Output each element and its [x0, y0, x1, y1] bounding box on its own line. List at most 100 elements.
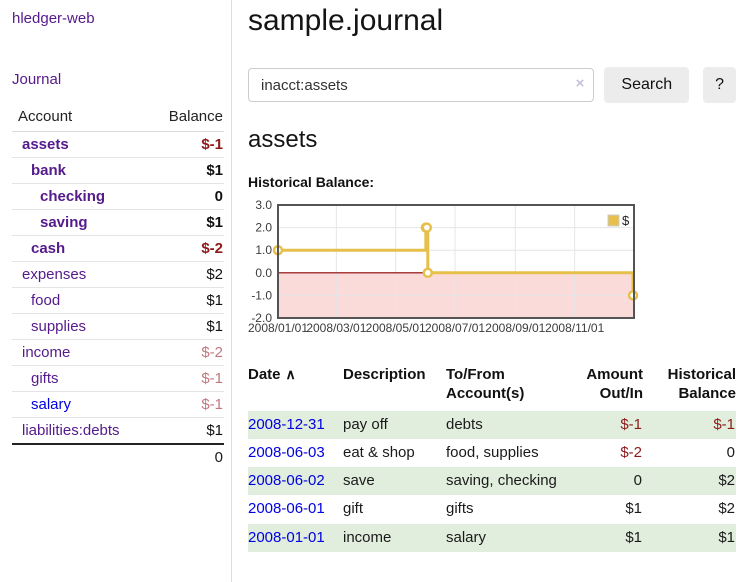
sidebar-account-link[interactable]: saving — [40, 214, 88, 231]
page-title: sample.journal — [248, 4, 444, 37]
transaction-row: 2008-06-02 save saving, checking 0 $2 — [248, 467, 736, 496]
account-balance: $1 — [147, 417, 224, 445]
column-header-accounts: To/From Account(s) — [446, 366, 525, 402]
txn-balance: $2 — [718, 500, 735, 518]
accounts-total-row: 0 — [12, 443, 224, 470]
svg-text:2008/09/01: 2008/09/01 — [485, 321, 545, 335]
txn-description: eat & shop — [343, 443, 415, 461]
txn-accounts: salary — [446, 528, 487, 546]
account-balance: $2 — [147, 261, 224, 288]
sidebar-account-link[interactable]: checking — [40, 188, 106, 205]
txn-accounts: food, supplies — [446, 443, 539, 461]
sidebar-item-journal[interactable]: Journal — [12, 71, 62, 88]
txn-description: save — [343, 472, 375, 489]
svg-text:2008/03/01: 2008/03/01 — [306, 321, 366, 335]
sidebar-account-link[interactable]: supplies — [31, 318, 87, 335]
transaction-date-link[interactable]: 2008-06-02 — [248, 472, 325, 489]
svg-text:-2.0: -2.0 — [251, 311, 272, 325]
svg-text:-1.0: -1.0 — [251, 288, 272, 302]
accounts-table: Account Balance assets $-1 bank $1 checking 0… — [12, 105, 224, 470]
svg-text:$: $ — [622, 213, 630, 228]
account-balance: $1 — [147, 209, 224, 236]
account-row: income $-2 — [12, 339, 224, 366]
txn-description: gift — [343, 500, 364, 518]
txn-amount: 0 — [633, 472, 642, 489]
transaction-date-link[interactable]: 2008-12-31 — [248, 415, 325, 433]
account-heading: assets — [248, 126, 318, 153]
sidebar-account-link[interactable]: gifts — [31, 370, 59, 387]
svg-text:2008/05/01: 2008/05/01 — [366, 321, 426, 335]
accounts-header-account: Account — [12, 105, 148, 132]
app-brand-link[interactable]: hledger-web — [12, 10, 95, 27]
transaction-date-link[interactable]: 2008-06-03 — [248, 443, 325, 461]
sidebar-account-link[interactable]: cash — [31, 240, 66, 257]
column-header-balance: Historical Balance — [667, 366, 736, 402]
svg-text:1.0: 1.0 — [255, 243, 272, 257]
txn-description: income — [343, 528, 392, 546]
sidebar-account-link[interactable]: salary — [31, 396, 72, 413]
account-row: saving $1 — [12, 209, 224, 236]
txn-amount: $1 — [625, 500, 642, 518]
account-row: bank $1 — [12, 157, 224, 184]
search-input-wrap: × — [248, 68, 595, 102]
sidebar-account-link[interactable]: liabilities:debts — [22, 422, 120, 439]
txn-amount: $-2 — [620, 443, 642, 461]
svg-text:2.0: 2.0 — [255, 221, 272, 235]
column-header-date[interactable]: Date ∧ — [248, 366, 296, 383]
chart-svg: $3.0 2.0 1.0 0.0 -1.0 -2.02008/01/012008/03/0… — [248, 198, 639, 335]
account-row: supplies $1 — [12, 313, 224, 340]
transaction-row: 2008-12-31 pay off debts $-1 $-1 — [248, 410, 736, 439]
txn-date: 2008-06-01 — [248, 495, 343, 523]
account-balance: $-2 — [147, 339, 224, 366]
account-balance: $1 — [147, 157, 224, 184]
accounts-header-row: Account Balance — [12, 105, 224, 132]
transaction-row: 2008-06-01 gift gifts $1 $2 — [248, 495, 736, 523]
txn-accounts: saving, checking — [446, 472, 557, 489]
txn-date: 2008-12-31 — [248, 411, 343, 439]
sidebar-account-link[interactable]: bank — [31, 162, 67, 179]
svg-text:2008/11/01: 2008/11/01 — [545, 321, 604, 335]
txn-balance: $1 — [718, 528, 735, 546]
chart-title: Historical Balance: — [248, 174, 375, 190]
sidebar-account-link[interactable]: expenses — [22, 266, 87, 283]
accounts-total-balance: 0 — [147, 443, 224, 470]
account-balance: $-2 — [147, 235, 224, 262]
sidebar-account-link[interactable]: food — [31, 292, 61, 309]
accounts-header-balance: Balance — [147, 105, 224, 132]
column-header-description: Description — [343, 366, 426, 383]
account-row: salary $-1 — [12, 391, 224, 418]
search-bar: × Search ? — [248, 67, 736, 103]
search-input[interactable] — [248, 68, 595, 102]
svg-text:3.0: 3.0 — [255, 198, 272, 212]
sidebar-account-link[interactable]: assets — [22, 136, 69, 153]
svg-text:2008/01/01: 2008/01/01 — [248, 321, 308, 335]
txn-amount: $1 — [625, 528, 642, 546]
transactions-header-row: Date ∧ Description To/From Account(s) Amo… — [248, 364, 736, 411]
account-row: gifts $-1 — [12, 365, 224, 392]
account-balance: $-1 — [147, 391, 224, 418]
account-balance: $-1 — [147, 131, 224, 158]
account-balance: $1 — [147, 287, 224, 314]
txn-date: 2008-01-01 — [248, 524, 343, 552]
account-balance: 0 — [147, 183, 224, 210]
clear-search-icon[interactable]: × — [575, 75, 585, 92]
svg-text:0.0: 0.0 — [255, 266, 272, 280]
txn-balance: $-1 — [713, 415, 735, 433]
account-row: expenses $2 — [12, 261, 224, 288]
account-row: assets $-1 — [12, 131, 224, 158]
account-balance: $1 — [147, 313, 224, 340]
sidebar: hledger-web Journal Account Balance asse… — [0, 0, 232, 582]
transaction-date-link[interactable]: 2008-01-01 — [248, 528, 325, 546]
txn-accounts: debts — [446, 415, 483, 433]
txn-amount: $-1 — [620, 415, 642, 433]
transaction-date-link[interactable]: 2008-06-01 — [248, 500, 325, 518]
sidebar-account-link[interactable]: income — [22, 344, 71, 361]
help-button[interactable]: ? — [703, 67, 736, 103]
txn-description: pay off — [343, 415, 388, 433]
transaction-row: 2008-01-01 income salary $1 $1 — [248, 523, 736, 552]
txn-accounts: gifts — [446, 500, 474, 518]
search-button[interactable]: Search — [604, 67, 690, 103]
txn-date: 2008-06-02 — [248, 467, 343, 495]
transaction-row: 2008-06-03 eat & shop food, supplies $-2 0 — [248, 439, 736, 467]
historical-balance-chart: $3.0 2.0 1.0 0.0 -1.0 -2.0 2008/01/01 2008/03/0… — [248, 198, 639, 338]
